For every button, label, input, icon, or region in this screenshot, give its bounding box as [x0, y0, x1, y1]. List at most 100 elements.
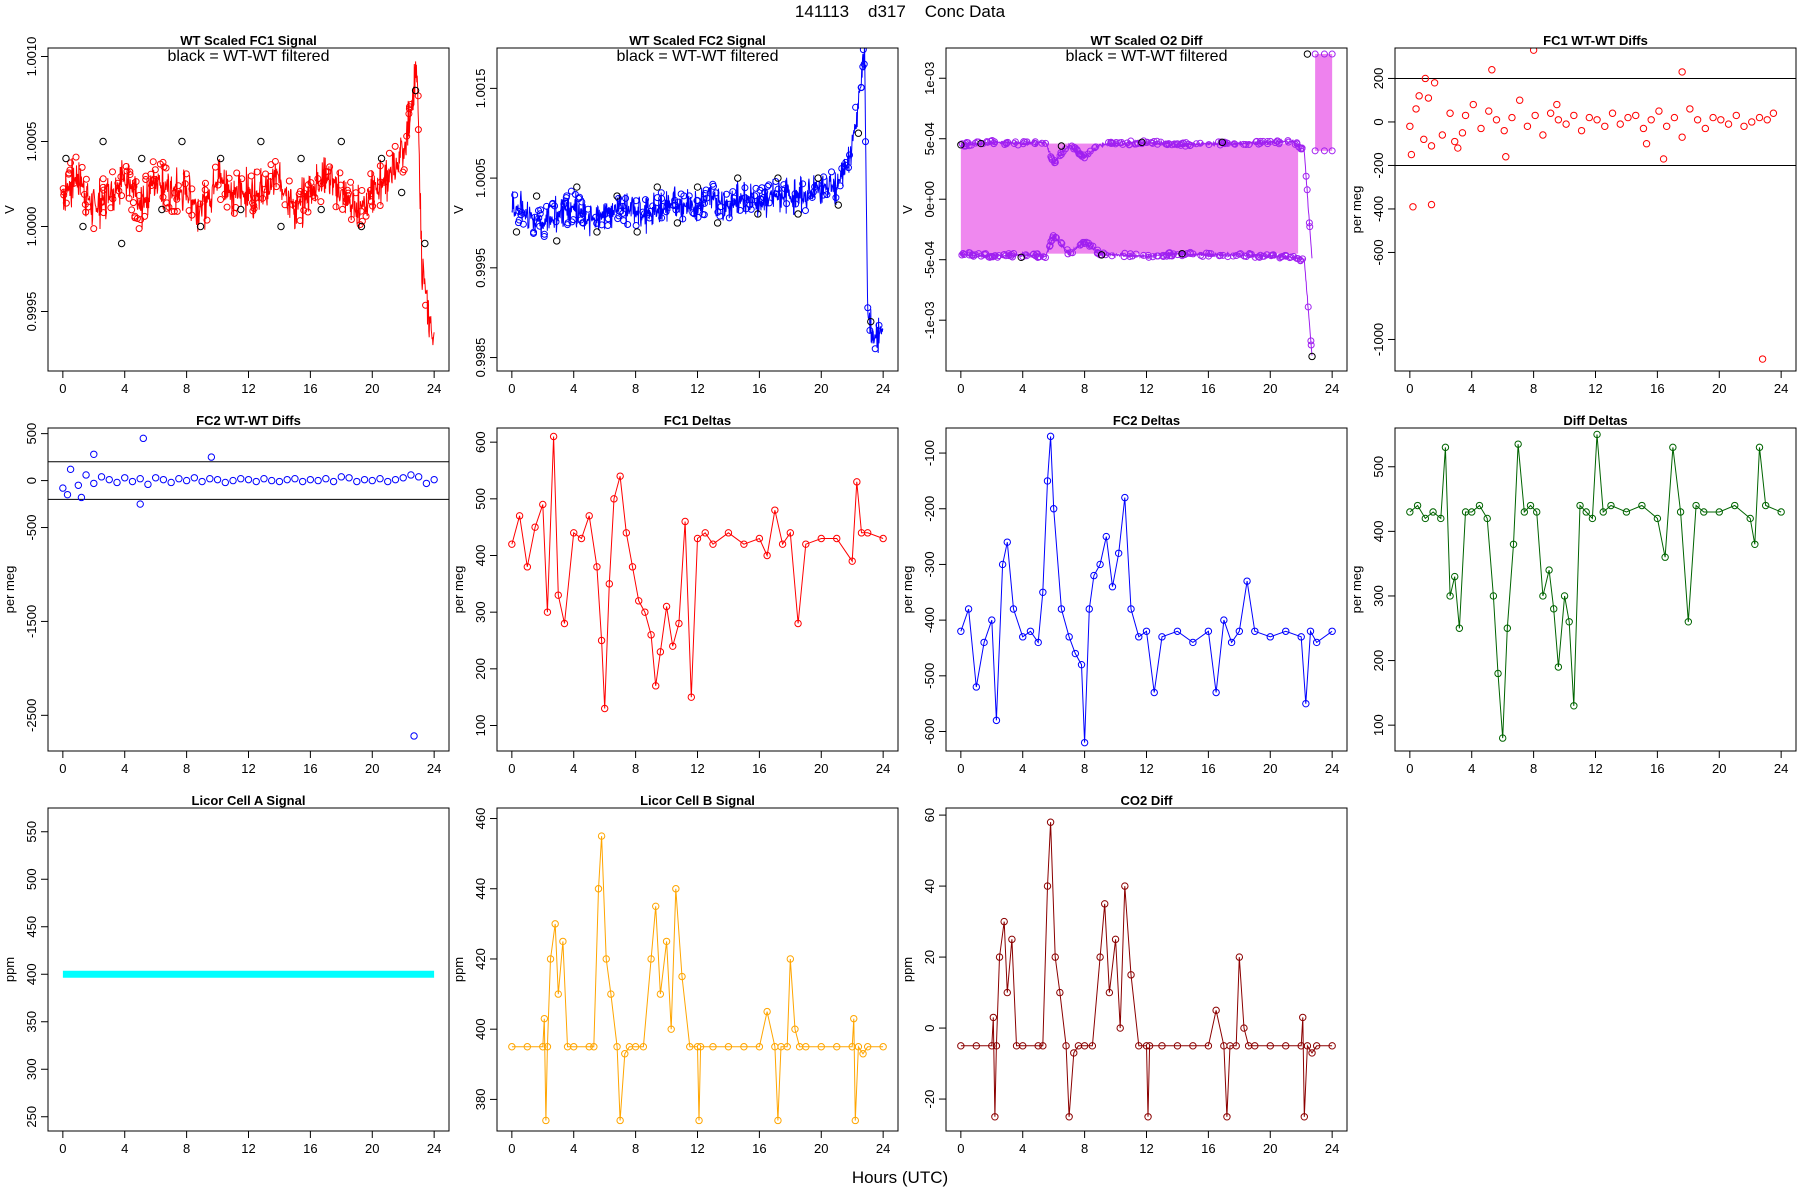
- p2-signal-point: [615, 194, 623, 202]
- p6-point: [863, 529, 872, 537]
- p2-xtick-label: 12: [690, 381, 704, 396]
- p1-signal-point: [300, 206, 308, 214]
- p11-series-0: [957, 818, 1336, 1121]
- p1-signal-point: [122, 163, 130, 171]
- p5-xtick-label: 16: [303, 761, 317, 776]
- p1-point: [317, 205, 325, 214]
- panel-p2: 0 4 8 12 16 20 24 0.9985 0.9995 1.0005 1.0015 WT Sc…: [451, 33, 899, 396]
- p10-point: [639, 1043, 648, 1051]
- p2-signal-point: [632, 221, 640, 229]
- p1-signal-point: [201, 179, 209, 187]
- p4-point: [1758, 355, 1767, 363]
- p2-signal-point: [866, 326, 874, 334]
- p7-xtick-label: 8: [1081, 761, 1088, 776]
- p11-point: [1065, 1113, 1073, 1121]
- p11-ylabel: ppm: [900, 957, 915, 982]
- p3-signal-point: [965, 251, 973, 259]
- p9-xtick-label: 20: [365, 1141, 379, 1156]
- p3-point: [1308, 352, 1316, 361]
- p3-signal-point: [1005, 252, 1013, 260]
- p1-point: [158, 205, 166, 214]
- p3-point: [1178, 249, 1186, 258]
- panel-p1: 0 4 8 12 16 20 24 0.9995 1.0000 1.0005 1.0010 WT Sc…: [2, 33, 450, 396]
- p1-signal-point: [100, 186, 108, 194]
- p1-signal-point: [159, 193, 167, 201]
- p3-signal-point: [975, 250, 983, 258]
- p6-point: [610, 495, 618, 503]
- p6-xtick-label: 16: [752, 761, 766, 776]
- p3-signal-point: [1205, 141, 1213, 149]
- p2-signal-point: [783, 200, 791, 208]
- p6-point: [570, 529, 578, 537]
- p2-signal-point: [807, 192, 815, 200]
- p2-point: [673, 219, 682, 227]
- p2-signal-point: [697, 202, 705, 210]
- p1-signal-point: [170, 207, 178, 215]
- p4-point: [1562, 120, 1570, 128]
- p4-point: [1554, 116, 1563, 124]
- p5-point: [360, 475, 369, 484]
- p6-series-0: [508, 432, 887, 713]
- p11-point: [1223, 1113, 1231, 1121]
- p3-ytick-label: -5e-04: [922, 241, 937, 279]
- p3-ytick-label: -1e-03: [922, 301, 937, 339]
- p1-signal-point: [296, 217, 304, 225]
- p1-signal-point: [163, 199, 171, 207]
- p2-xtick-label: 4: [570, 381, 577, 396]
- p11-point: [1308, 1049, 1316, 1057]
- p2-signal-point: [694, 213, 702, 221]
- p5-ytick-label: -1500: [24, 605, 39, 638]
- p7-point: [1220, 616, 1228, 624]
- p6-point: [763, 551, 771, 560]
- p7-line: [960, 436, 1333, 743]
- p10-ylabel: ppm: [451, 957, 466, 982]
- p1-signal-point: [304, 208, 312, 216]
- p8-xtick-label: 0: [1406, 761, 1413, 776]
- p3-signal-point: [1305, 219, 1313, 227]
- p3-signal-point: [1303, 186, 1311, 194]
- p6-ytick-label: 500: [473, 488, 488, 510]
- p4-plot-area: [1395, 48, 1796, 363]
- p1-signal-point: [326, 163, 334, 171]
- p3-signal-point: [1064, 250, 1072, 258]
- p4-xtick-label: 4: [1468, 381, 1475, 396]
- p7-point: [1034, 638, 1042, 647]
- p5-point: [314, 476, 322, 485]
- p1-signal-point: [78, 163, 86, 171]
- p3-signal-point: [1051, 158, 1059, 166]
- p1-signal-point: [60, 188, 68, 196]
- p3-signal-point: [1296, 256, 1304, 264]
- p1-point: [337, 137, 346, 146]
- p6-point: [879, 534, 887, 543]
- p4-point: [1717, 116, 1725, 124]
- p3-signal-point: [1159, 253, 1167, 261]
- p10-point: [590, 1043, 598, 1051]
- p11-point: [1204, 1042, 1213, 1050]
- p1-signal-point: [131, 212, 139, 220]
- p1-signal-point: [262, 170, 270, 178]
- p4-point: [1515, 96, 1524, 104]
- p5-point: [275, 477, 284, 486]
- p5-point: [391, 475, 400, 484]
- p10-point: [551, 920, 559, 928]
- p7-plot-area: [957, 432, 1336, 747]
- p1-signal-point: [405, 103, 413, 111]
- p1-signal-point: [336, 169, 344, 177]
- p4-xtick-label: 12: [1588, 381, 1602, 396]
- p7-frame: [945, 427, 1348, 752]
- p2-signal-point: [700, 199, 708, 207]
- p1-signal-point: [221, 190, 229, 198]
- p7-point: [1189, 638, 1197, 647]
- p6-point: [560, 619, 569, 628]
- p1-signal-point: [66, 166, 74, 174]
- p8-point: [1526, 501, 1535, 510]
- p3-signal-point: [1107, 138, 1115, 146]
- p7-point: [1026, 627, 1035, 635]
- p10-point: [585, 1043, 593, 1051]
- p8-point: [1437, 514, 1445, 523]
- global-x-axis-label: Hours (UTC): [851, 1168, 949, 1187]
- p10-point: [508, 1043, 516, 1051]
- p4-point: [1406, 122, 1414, 131]
- p2-signal-point: [536, 222, 544, 230]
- p5-point: [237, 475, 245, 483]
